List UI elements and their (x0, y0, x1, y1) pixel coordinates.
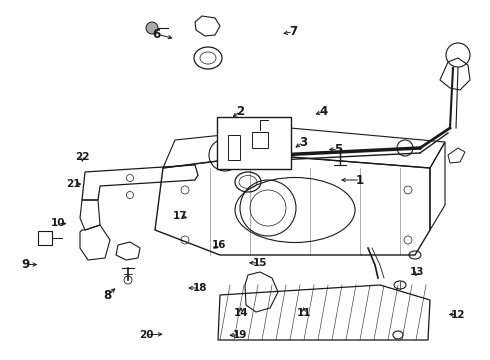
Text: 11: 11 (296, 308, 311, 318)
Text: 1: 1 (356, 174, 364, 186)
Text: 17: 17 (173, 211, 188, 221)
Text: 5: 5 (334, 143, 342, 156)
Text: 15: 15 (252, 258, 267, 268)
Text: 16: 16 (212, 240, 227, 250)
Circle shape (146, 22, 158, 34)
Text: 12: 12 (451, 310, 465, 320)
Text: 10: 10 (50, 218, 65, 228)
Text: 14: 14 (234, 308, 248, 318)
Text: 4: 4 (319, 105, 327, 118)
Text: 18: 18 (193, 283, 207, 293)
Text: 22: 22 (75, 152, 90, 162)
Text: 13: 13 (410, 267, 425, 277)
Text: 7: 7 (289, 25, 297, 38)
FancyBboxPatch shape (217, 117, 291, 169)
Text: 20: 20 (139, 330, 153, 340)
Bar (38, 231, 52, 245)
Text: 8: 8 (104, 289, 112, 302)
Text: 19: 19 (233, 330, 247, 340)
Text: 9: 9 (22, 258, 29, 271)
Text: 2: 2 (236, 105, 244, 118)
Text: 6: 6 (153, 28, 161, 41)
Text: 3: 3 (299, 136, 307, 149)
Text: 21: 21 (66, 179, 81, 189)
